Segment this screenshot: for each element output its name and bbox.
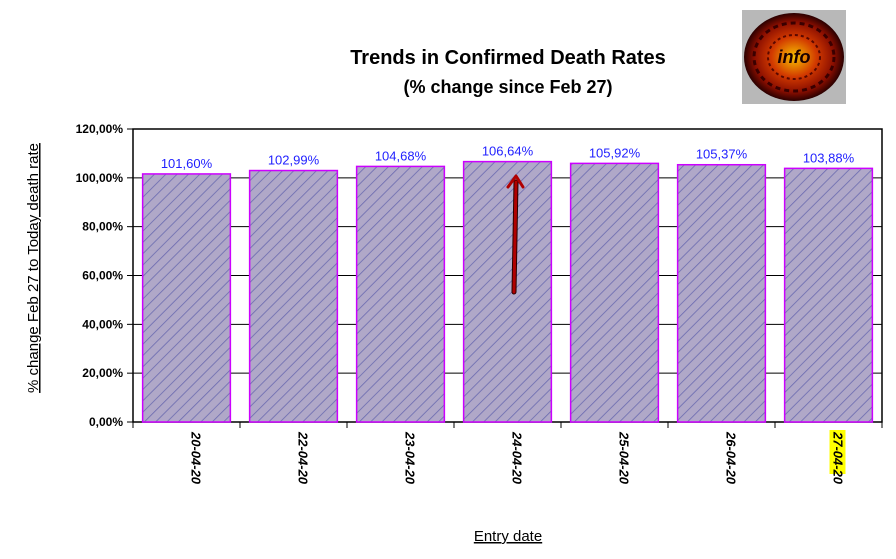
peak-arrow-annotation xyxy=(506,174,525,295)
y-tick-label: 120,00% xyxy=(76,122,124,136)
y-axis: 0,00% 20,00% 40,00% 60,00% 80,00% 100,00% 120,… xyxy=(76,122,133,429)
y-tick-label: 40,00% xyxy=(82,317,123,331)
y-axis-title: % change Feb 27 to Today death rate xyxy=(25,143,42,393)
bar-25-04-20 xyxy=(569,162,660,423)
data-label-26-04-20: 105,37% xyxy=(696,147,748,162)
bar-22-04-20 xyxy=(248,169,339,423)
x-category-25-04-20: 25-04-20 xyxy=(617,431,632,485)
y-tick-label: 20,00% xyxy=(82,366,123,380)
chart-title: Trends in Confirmed Death Rates xyxy=(350,47,666,69)
bar-27-04-20 xyxy=(783,167,874,423)
y-tick-label: 0,00% xyxy=(89,415,123,429)
data-label-24-04-20: 106,64% xyxy=(482,144,534,159)
x-category-23-04-20: 23-04-20 xyxy=(403,431,418,485)
x-category-26-04-20: 26-04-20 xyxy=(724,431,739,485)
bar-26-04-20 xyxy=(676,163,767,423)
bar-20-04-20 xyxy=(141,173,232,423)
x-axis-title: Entry date xyxy=(474,528,542,545)
data-label-23-04-20: 104,68% xyxy=(375,148,427,163)
x-category-label: 26-04-20 xyxy=(724,431,739,485)
x-category-label: 22-04-20 xyxy=(296,431,311,485)
x-category-label: 24-04-20 xyxy=(510,431,525,485)
x-category-label: 25-04-20 xyxy=(617,431,632,485)
x-category-22-04-20: 22-04-20 xyxy=(296,431,311,485)
x-category-24-04-20: 24-04-20 xyxy=(510,431,525,485)
chart-subtitle: (% change since Feb 27) xyxy=(403,77,612,97)
x-category-20-04-20: 20-04-20 xyxy=(189,431,204,485)
data-label-22-04-20: 102,99% xyxy=(268,153,320,168)
y-tick-label: 100,00% xyxy=(76,171,124,185)
bar-23-04-20 xyxy=(355,165,446,423)
data-labels: 101,60% 102,99% 104,68% 106,64% 105,92% 105,3… xyxy=(161,144,855,171)
x-category-27-04-20: 27-04-20 xyxy=(829,430,846,485)
y-tick-label: 60,00% xyxy=(82,269,123,283)
x-category-label: 23-04-20 xyxy=(403,431,418,485)
y-tick-label: 80,00% xyxy=(82,220,123,234)
x-category-label: 27-04-20 xyxy=(831,431,846,485)
data-label-25-04-20: 105,92% xyxy=(589,145,641,160)
category-highlight xyxy=(829,430,846,474)
bars xyxy=(141,160,874,423)
data-label-27-04-20: 103,88% xyxy=(803,150,855,165)
x-axis: 20-04-20 22-04-20 23-04-20 24-04-20 25-04-20… xyxy=(132,422,883,485)
x-category-label: 20-04-20 xyxy=(189,431,204,485)
logo-text: info xyxy=(778,47,811,67)
data-label-20-04-20: 101,60% xyxy=(161,156,213,171)
info-logo: info xyxy=(742,10,846,104)
bar-24-04-20 xyxy=(462,160,553,423)
